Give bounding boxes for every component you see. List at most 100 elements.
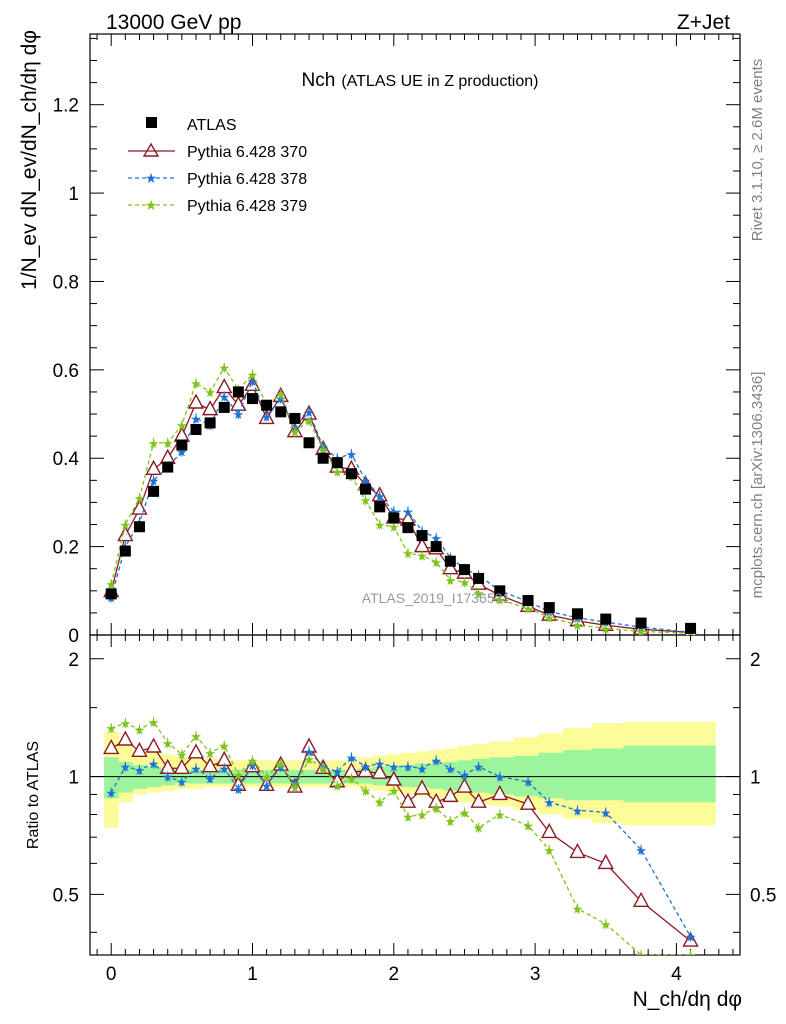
ratio-p378-point: ★: [105, 786, 117, 801]
atlas-data-point: [402, 522, 414, 534]
atlas-data-point: [635, 617, 647, 629]
ratio-p370-point: [470, 792, 487, 808]
ratio-p370-point: [456, 777, 473, 793]
header-left: 13000 GeV pp: [106, 11, 241, 34]
ratio-p378-point: ★: [190, 761, 202, 776]
ratio-p370-point: [187, 743, 205, 759]
ratio-plot-frame: [89, 634, 741, 956]
series-p379-point: ★: [247, 367, 259, 382]
atlas-data-point: [218, 401, 230, 413]
series-p378-point: ★: [218, 389, 230, 404]
atlas-data-point: [388, 512, 400, 524]
ratio-band-inner: [118, 761, 133, 793]
ratio-p370-point: [131, 741, 148, 758]
ratio-p378-point: ★: [148, 756, 160, 771]
ratio-p379-point: ★: [261, 770, 273, 785]
ratio-p378-point: ★: [494, 770, 506, 785]
atlas-data-point: [133, 521, 145, 533]
watermark: ATLAS_2019_I1736531: [362, 590, 511, 606]
ratio-p379-point: ★: [275, 756, 287, 771]
series-p379-point: ★: [522, 601, 534, 616]
ratio-p378-point: ★: [218, 761, 230, 776]
atlas-data-point: [473, 572, 485, 584]
atlas-data-point: [261, 399, 273, 411]
series-p379-point: ★: [275, 387, 287, 402]
atlas-data-point: [204, 417, 216, 429]
ratio-p370-point: [519, 794, 537, 810]
header-right: Z+Jet: [677, 11, 730, 34]
ratio-p370-point: [597, 853, 614, 870]
atlas-data-point: [275, 406, 287, 418]
atlas-data-point: [458, 564, 470, 576]
series-p379-point: ★: [416, 548, 428, 563]
ratio-p379-point: ★: [685, 948, 697, 963]
atlas-data-point: [303, 437, 315, 449]
atlas-data-point: [119, 545, 131, 557]
ratio-p379-point: ★: [374, 795, 386, 810]
ratio-band-inner: [471, 758, 490, 793]
series-p379-point: ★: [289, 425, 301, 440]
series-p370-point: [145, 459, 162, 475]
ratio-p379-point: ★: [572, 902, 584, 917]
series-p378-point: ★: [346, 447, 358, 462]
series-p370-point: [187, 393, 205, 409]
legend-label-379: Pythia 6.428 379: [187, 198, 307, 215]
ratio-p379-point: ★: [134, 722, 146, 737]
y-tick-label: 0.6: [53, 361, 79, 382]
ratio-p378-point: ★: [162, 770, 174, 785]
ratio-p379-point: ★: [388, 784, 400, 799]
series-p378-point: ★: [402, 504, 414, 519]
series-p379-point: ★: [572, 618, 584, 633]
ratio-band-inner: [489, 757, 515, 795]
series-p379-point: ★: [374, 518, 386, 533]
series-p379-point: ★: [162, 436, 174, 451]
ratio-p379-point: ★: [162, 736, 174, 751]
ratio-p378-point: ★: [134, 763, 146, 778]
ratio-p378-point: ★: [233, 782, 245, 797]
ratio-band-inner: [563, 749, 593, 801]
legend-label-378: Pythia 6.428 378: [187, 171, 307, 188]
series-p379-point: ★: [600, 621, 612, 636]
atlas-data-point: [543, 602, 555, 614]
ratio-p379-point: ★: [218, 739, 230, 754]
legend-atlas-marker: [146, 117, 157, 128]
series-p379-point: ★: [388, 520, 400, 535]
series-p379-point: ★: [119, 518, 131, 533]
atlas-data-point: [360, 483, 372, 495]
series-p379-point: ★: [176, 418, 188, 433]
x-tick-label: 0: [106, 964, 117, 985]
ratio-p370-point: [491, 784, 508, 801]
series-p379-point: ★: [148, 436, 160, 451]
ratio-band-inner: [665, 745, 716, 803]
ratio-p379-point: ★: [543, 843, 555, 858]
ratio-tick-label-left: 0.5: [53, 885, 79, 906]
ratio-p370-point: [117, 730, 134, 746]
ratio-p378-point: ★: [119, 760, 131, 775]
ratio-p379-point: ★: [331, 778, 343, 793]
series-p378-point: ★: [176, 445, 188, 460]
ratio-p379-point: ★: [346, 771, 358, 786]
ratio-p370-point: [413, 779, 431, 795]
plot-title-sub: (ATLAS UE in Z production): [341, 73, 538, 90]
series-p379-point: ★: [190, 376, 202, 391]
ratio-p370-point: [145, 737, 162, 753]
ratio-p370-point: [569, 842, 586, 859]
ratio-p379-point: ★: [233, 768, 245, 783]
series-p379-point: ★: [331, 464, 343, 479]
series-p370-point: [117, 526, 134, 542]
series-p379-point: ★: [317, 442, 329, 457]
ratio-p378-point: ★: [522, 775, 534, 790]
series-p379-point: ★: [473, 586, 485, 601]
ratio-p378-line: [110, 750, 692, 937]
ratio-p378-point: ★: [600, 805, 612, 820]
ratio-p379-point: ★: [317, 761, 329, 776]
ratio-tick-label-left: 1: [68, 768, 79, 789]
ratio-p379-point: ★: [416, 807, 428, 822]
y-tick-label: 0: [68, 626, 79, 647]
ratio-p370-point: [399, 792, 417, 808]
legend-label-370: Pythia 6.428 370: [187, 144, 307, 161]
series-p378-point: ★: [360, 473, 372, 488]
data-series: ★★★★★★★★★★★ ★★★★ ★★★★★★ ★★★★★ ★★★★★★★★ ★★ ★ ★★ ★…: [103, 361, 699, 963]
legend-370-marker: [128, 142, 175, 157]
